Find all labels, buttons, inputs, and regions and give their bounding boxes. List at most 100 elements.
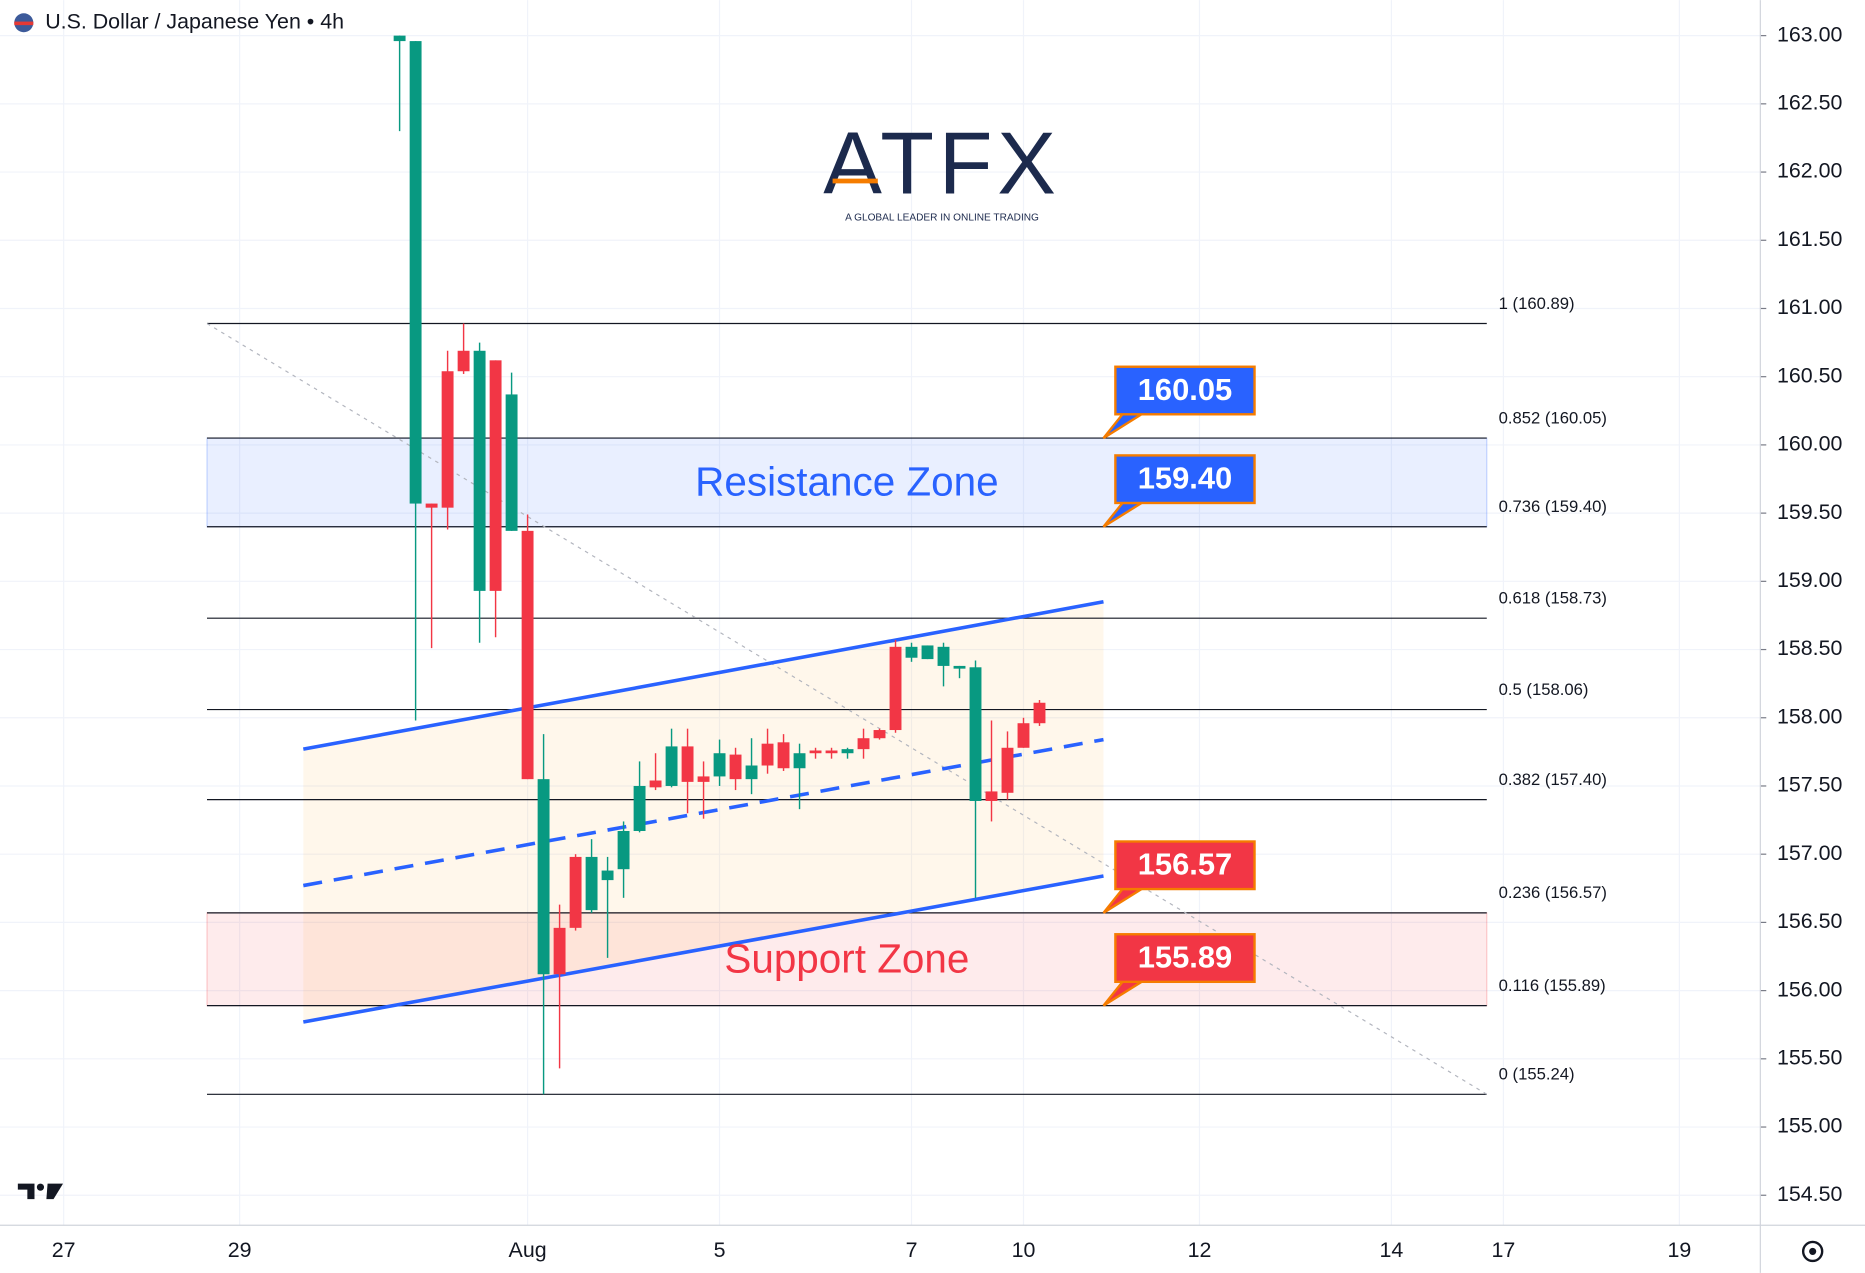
fib-label: 0.382 (157.40) (1499, 770, 1607, 789)
fib-label: 0.618 (158.73) (1499, 589, 1607, 608)
candle-body (649, 780, 662, 788)
y-tick-label: 163.00 (1777, 22, 1843, 46)
candle-body (505, 394, 518, 531)
logo-tagline: A GLOBAL LEADER IN ONLINE TRADING (845, 212, 1039, 223)
fib-label: 0 (155.24) (1499, 1065, 1575, 1084)
candle-body (617, 830, 630, 870)
candle-body (873, 730, 886, 739)
candle-body (425, 503, 438, 508)
x-tick-label: 17 (1492, 1238, 1516, 1262)
callout-box (1114, 365, 1256, 416)
callout-label: 156.57 (1138, 847, 1233, 882)
y-tick-label: 157.00 (1777, 841, 1843, 865)
candle-body (937, 646, 950, 666)
x-tick-label: 5 (714, 1238, 726, 1262)
candle-body (1033, 702, 1046, 724)
candle-body (473, 350, 486, 591)
x-tick-label: 29 (228, 1238, 252, 1262)
y-tick-label: 158.00 (1777, 704, 1843, 728)
candle-body (857, 738, 870, 750)
x-tick-label: 27 (52, 1238, 76, 1262)
y-tick-label: 155.00 (1777, 1114, 1843, 1138)
candle-body (601, 870, 614, 881)
candle-body (681, 746, 694, 782)
candle-body (633, 785, 646, 831)
channel-line (302, 874, 1104, 1024)
y-tick-label: 158.50 (1777, 636, 1843, 660)
fib-label: 0.852 (160.05) (1499, 408, 1607, 427)
x-tick-label: 10 (1012, 1238, 1036, 1262)
candle-body (921, 645, 934, 660)
channel-line (302, 600, 1104, 751)
candle-body (777, 742, 790, 769)
candle-body (793, 753, 806, 769)
candle-body (665, 746, 678, 786)
y-tick-label: 156.50 (1777, 909, 1843, 933)
candle-body (553, 927, 566, 975)
chart-title: U.S. Dollar / Japanese Yen • 4h (45, 9, 344, 33)
candle-body (889, 646, 902, 731)
y-tick-label: 160.00 (1777, 432, 1843, 456)
candle-body (729, 754, 742, 780)
candle-body (393, 35, 406, 42)
y-tick-label: 162.50 (1777, 91, 1843, 115)
y-tick-label: 161.00 (1777, 295, 1843, 319)
candle-body (905, 646, 918, 658)
zone-label: Support Zone (724, 935, 969, 981)
y-tick-label: 159.50 (1777, 500, 1843, 524)
candle-body (489, 360, 502, 591)
candle-body (745, 765, 758, 780)
candle-body (985, 791, 998, 801)
fib-label: 0.116 (155.89) (1499, 976, 1606, 995)
callout-label: 155.89 (1138, 939, 1233, 974)
callout-box (1114, 933, 1256, 984)
x-tick-label: 12 (1188, 1238, 1212, 1262)
candle-body (537, 779, 550, 975)
candle-body (409, 41, 422, 504)
callout-label: 160.05 (1138, 372, 1233, 407)
tv-logo (17, 1183, 64, 1200)
candle-body (697, 776, 710, 782)
callout-box (1114, 840, 1256, 891)
candle-body (457, 350, 470, 372)
candle-body (1017, 723, 1030, 748)
callout-pointer (1102, 413, 1146, 440)
fib-label: 0.236 (156.57) (1499, 883, 1607, 902)
x-tick-label: 14 (1380, 1238, 1404, 1262)
callout-pointer (1102, 887, 1146, 914)
candle-body (1001, 747, 1014, 793)
x-tick-label: Aug (509, 1238, 547, 1262)
candle-body (969, 667, 982, 801)
logo-name: ATFX (823, 114, 1060, 213)
y-tick-label: 156.00 (1777, 977, 1843, 1001)
flag-stripe (14, 21, 34, 26)
y-tick-label: 159.00 (1777, 568, 1843, 592)
y-tick-label: 161.50 (1777, 227, 1843, 251)
candle-body (809, 750, 822, 754)
candle-body (841, 749, 854, 754)
candle-body (953, 665, 966, 669)
fib-label: 1 (160.89) (1499, 294, 1575, 313)
zone (206, 912, 1488, 1007)
candle-body (825, 750, 838, 754)
candle-body (521, 530, 534, 780)
y-tick-label: 160.50 (1777, 363, 1843, 387)
zone-label: Resistance Zone (695, 458, 998, 504)
y-tick-label: 154.50 (1777, 1182, 1843, 1206)
candle-body (569, 856, 582, 928)
y-tick-label: 157.50 (1777, 773, 1843, 797)
y-tick-label: 155.50 (1777, 1045, 1843, 1069)
y-tick-label: 162.00 (1777, 159, 1843, 183)
candle-body (441, 371, 454, 508)
settings-icon[interactable] (1801, 1240, 1824, 1263)
callout-label: 159.40 (1138, 461, 1233, 496)
callout-box (1114, 454, 1256, 505)
candle-body (713, 753, 726, 777)
fib-label: 0.736 (159.40) (1499, 497, 1607, 516)
candle-body (585, 856, 598, 911)
candle-body (761, 743, 774, 766)
x-tick-label: 7 (906, 1238, 918, 1262)
